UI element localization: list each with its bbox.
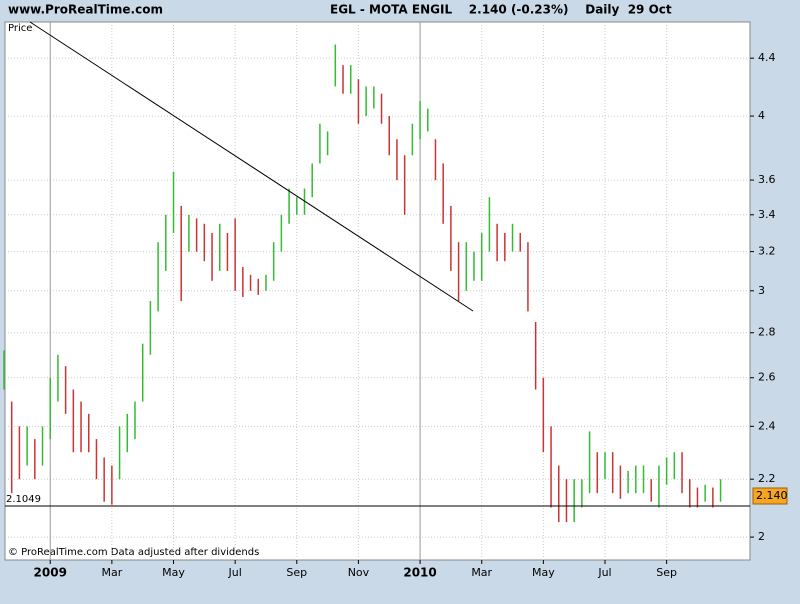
footer-note: © ProRealTime.com Data adjusted after di… bbox=[8, 547, 259, 558]
x-tick-label: Sep bbox=[656, 566, 677, 579]
reference-label: 2.1049 bbox=[6, 494, 41, 505]
x-tick-label: Mar bbox=[101, 566, 122, 579]
site-label: www.ProRealTime.com bbox=[8, 3, 163, 17]
last-value-label: 2.140 bbox=[756, 489, 788, 502]
x-tick-label: May bbox=[162, 566, 185, 579]
x-tick-label: 2010 bbox=[403, 566, 436, 580]
trend-line bbox=[29, 21, 474, 312]
x-tick-label: Mar bbox=[471, 566, 492, 579]
y-tick-label: 2 bbox=[758, 530, 765, 543]
series-label: Price bbox=[8, 23, 32, 34]
y-tick-label: 3.2 bbox=[758, 245, 776, 258]
y-tick-label: 2.6 bbox=[758, 371, 776, 384]
y-tick-label: 2.2 bbox=[758, 472, 776, 485]
x-tick-label: Jul bbox=[597, 566, 611, 579]
y-tick-label: 2.4 bbox=[758, 419, 776, 432]
x-tick-label: Sep bbox=[286, 566, 307, 579]
x-tick-label: 2009 bbox=[34, 566, 67, 580]
y-tick-label: 3.6 bbox=[758, 173, 776, 186]
last-value-box bbox=[752, 487, 788, 505]
chart-title: EGL - MOTA ENGIL 2.140 (-0.23%) Daily 29… bbox=[330, 3, 672, 17]
y-tick-label: 3.4 bbox=[758, 208, 776, 221]
x-tick-label: May bbox=[532, 566, 555, 579]
x-tick-label: Nov bbox=[348, 566, 370, 579]
y-tick-label: 4 bbox=[758, 109, 765, 122]
y-tick-label: 3 bbox=[758, 284, 765, 297]
y-tick-label: 4.4 bbox=[758, 51, 776, 64]
y-tick-label: 2.8 bbox=[758, 326, 776, 339]
x-tick-label: Jul bbox=[228, 566, 242, 579]
